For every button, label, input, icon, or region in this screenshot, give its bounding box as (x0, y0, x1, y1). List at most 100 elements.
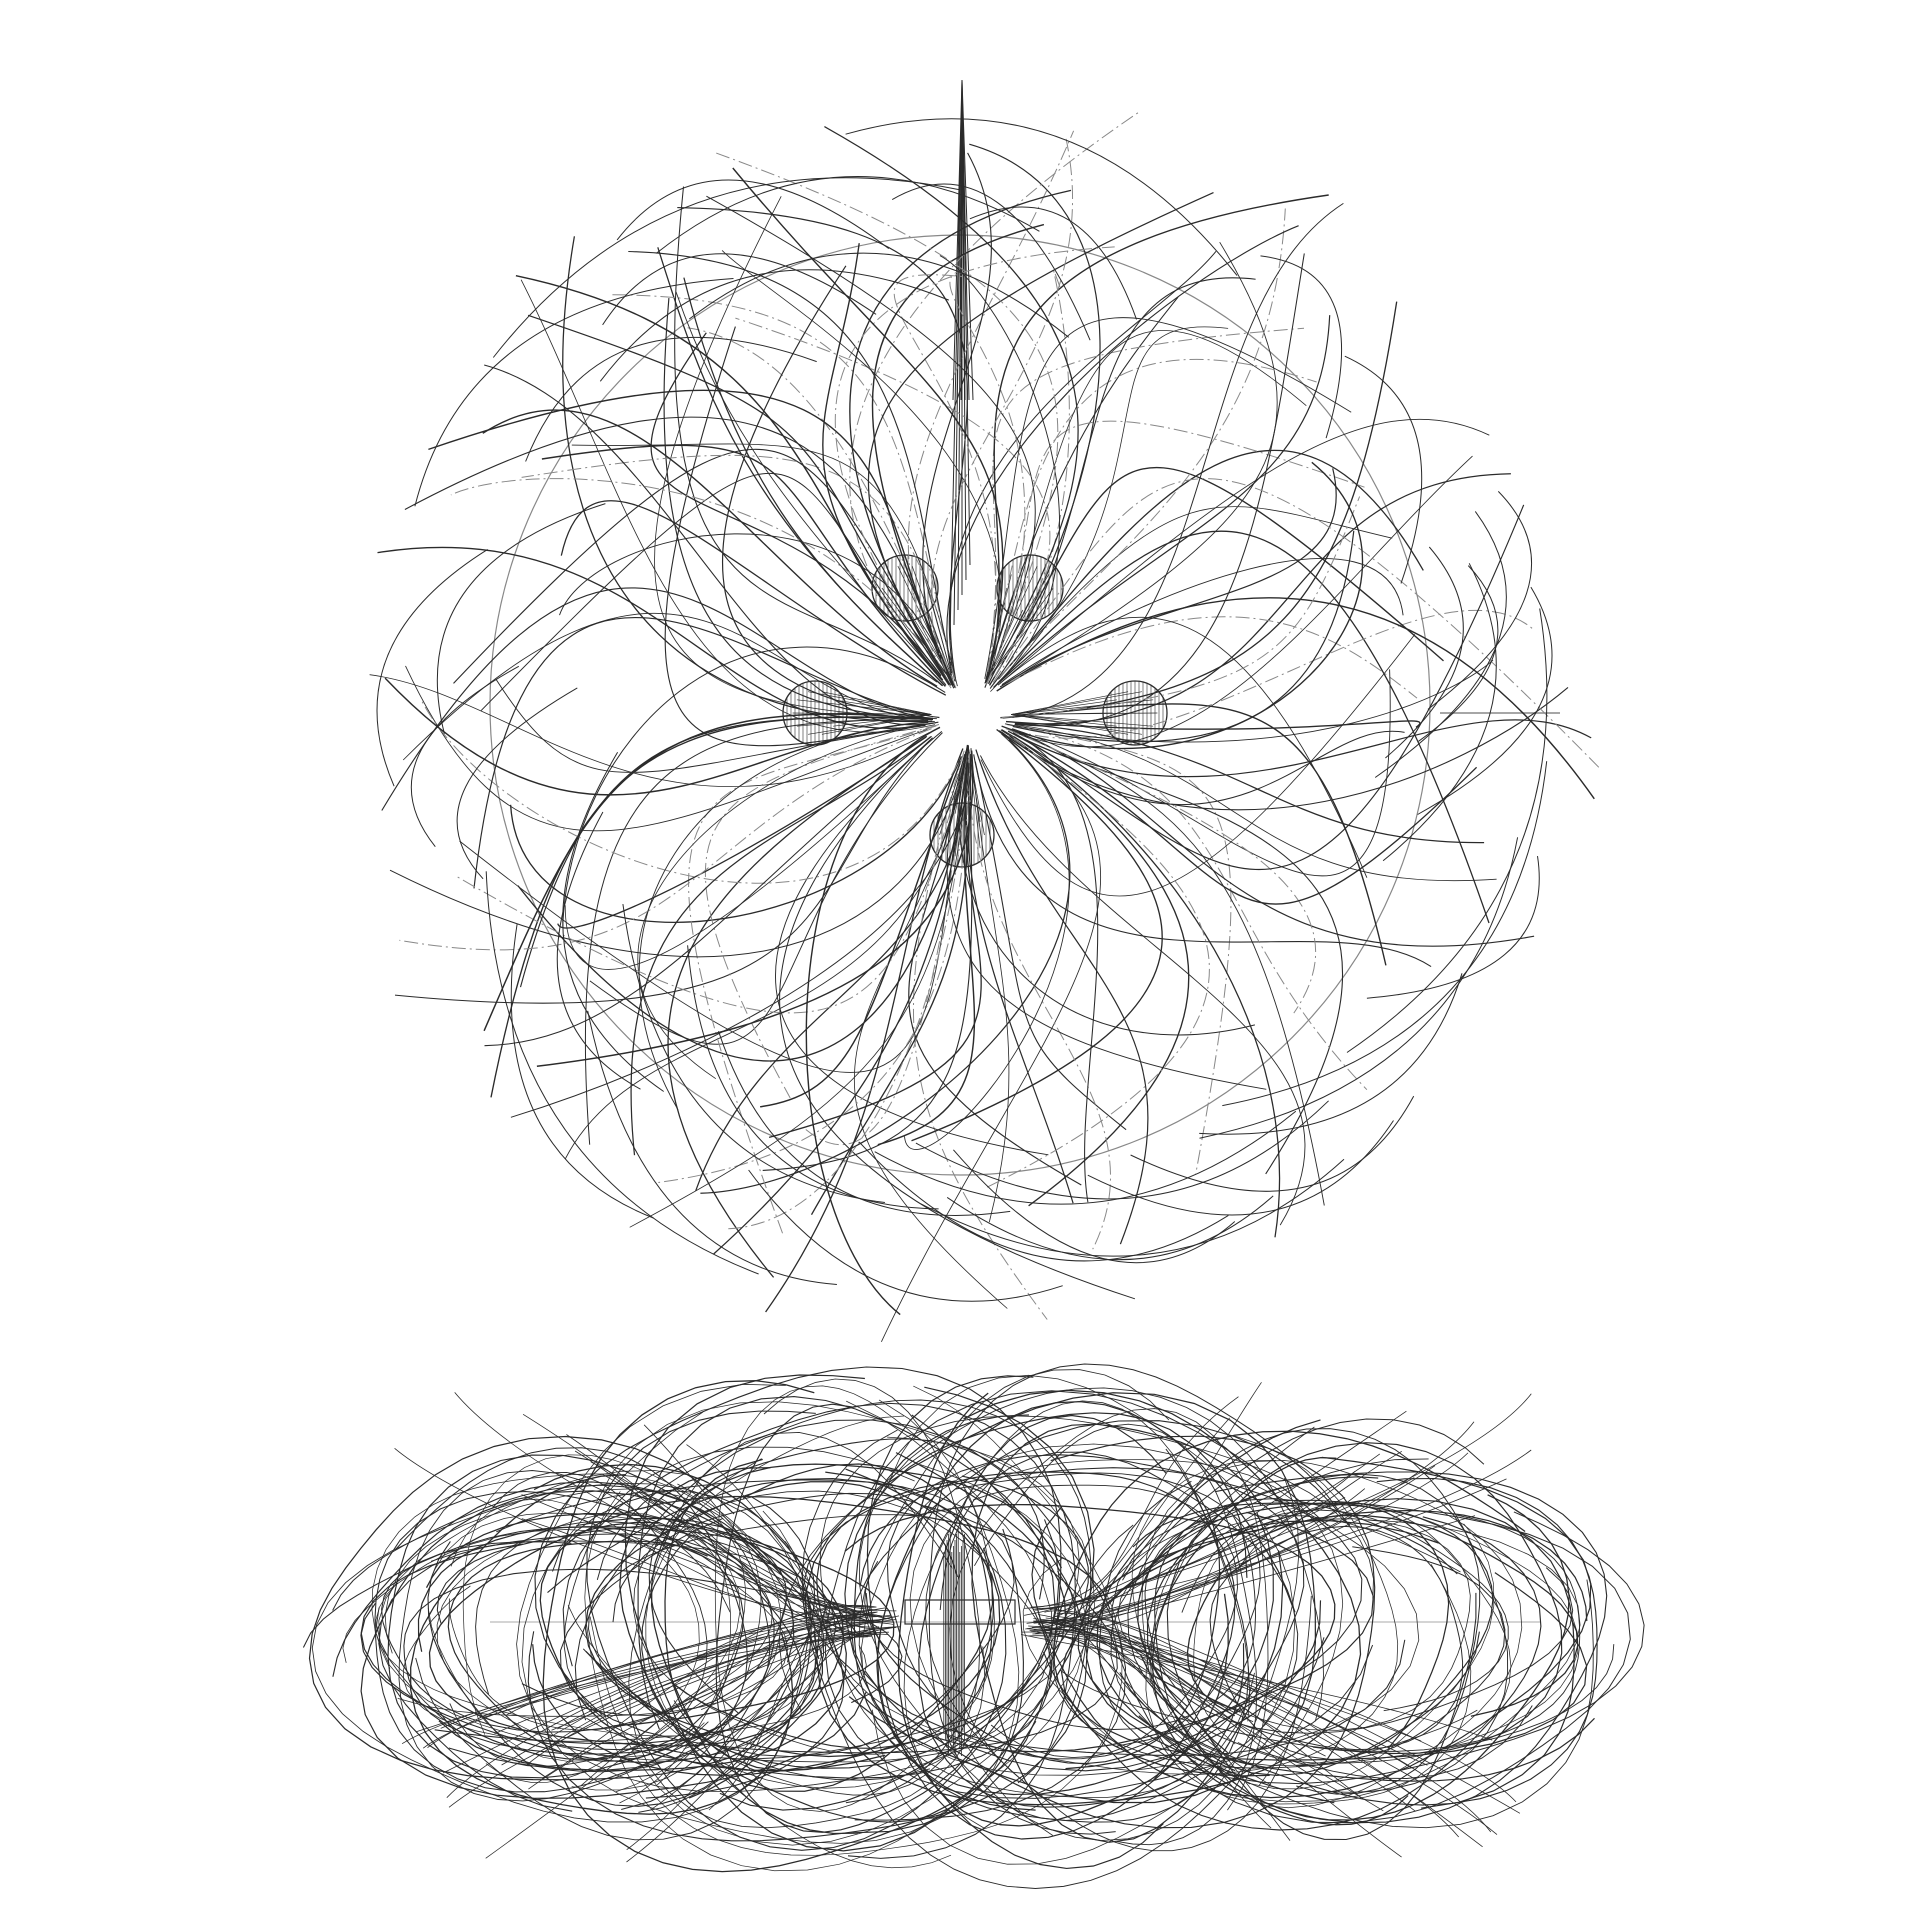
plan-field-line (968, 757, 1111, 1250)
elevation-converging-line (1034, 1488, 1366, 1622)
elevation-converging-line (643, 1424, 866, 1638)
plan-outer-arc (556, 811, 641, 1090)
elevation-field-loop (909, 1459, 1344, 1836)
disc-ray-line (1011, 714, 1154, 727)
plan-field-line (969, 143, 1101, 677)
plan-field-line (473, 617, 940, 889)
elevation-converging-line (482, 1619, 897, 1718)
plan-view-radial-field (369, 79, 1600, 1342)
elevation-converging-line (1048, 1450, 1403, 1631)
plan-field-line (1001, 730, 1405, 806)
plan-field-line (520, 279, 936, 733)
plan-field-line (560, 500, 947, 696)
elevation-field-loop (876, 1400, 1296, 1811)
elevation-converging-line (1059, 1624, 1498, 1835)
elevation-converging-line (570, 1515, 873, 1637)
plan-field-line (775, 731, 1049, 1156)
plan-field-line (584, 719, 929, 1145)
elevation-field-loop (1193, 1502, 1579, 1756)
plan-field-line (1002, 241, 1278, 686)
elevation-field-loop (1132, 1502, 1494, 1767)
elevation-field-loop (648, 1438, 1045, 1715)
elevation-converging-line (1044, 1610, 1521, 1814)
plan-field-line (482, 409, 938, 687)
elevation-converging-line (454, 1392, 893, 1618)
plan-field-line (810, 753, 971, 1216)
elevation-field-loop (427, 1496, 816, 1807)
disc-ray-line (1011, 699, 1117, 715)
plan-field-line (483, 713, 924, 1032)
plan-field-line (877, 753, 976, 1146)
plan-field-line (695, 763, 970, 1192)
elevation-field-loop (567, 1436, 1080, 1789)
elevation-field-loop (586, 1410, 1060, 1851)
elevation-field-loop (871, 1374, 1296, 1865)
elevation-field-loop (925, 1516, 1312, 1852)
elevation-field-loop (428, 1521, 824, 1747)
disc-ray-line (1011, 714, 1117, 727)
elevation-converging-line (1037, 1614, 1222, 1755)
plan-field-line (946, 225, 1299, 674)
elevation-converging-line (1054, 1477, 1415, 1636)
elevation-field-loop (624, 1374, 1095, 1852)
plan-field-line (1013, 733, 1343, 1175)
elevation-field-loop (475, 1520, 825, 1813)
plan-field-line (664, 326, 939, 747)
elevation-field-loop (438, 1463, 847, 1771)
elevation-field-loop (1096, 1419, 1595, 1782)
plan-field-line (1014, 722, 1485, 844)
elevation-converging-line (613, 1507, 883, 1618)
elevation-field-loop (1031, 1456, 1592, 1799)
elevation-converging-line (394, 1447, 890, 1621)
elevation-field-loop (542, 1380, 1037, 1873)
elevation-field-loop (853, 1414, 1322, 1796)
plan-outer-arc (1346, 608, 1548, 1053)
plan-field-line (975, 749, 1149, 1245)
elevation-field-loop (840, 1435, 1399, 1775)
elevation-converging-line (1045, 1628, 1272, 1829)
elevation-field-loop (552, 1479, 1015, 1758)
disc-ray-line (1011, 714, 1142, 735)
plan-field-line (484, 735, 932, 1047)
elevation-converging-line (521, 1518, 875, 1628)
disc-ray-line (984, 609, 1038, 684)
plan-outer-arc (1344, 355, 1423, 584)
elevation-field-loop (953, 1472, 1261, 1760)
elevation-converging-line (1035, 1449, 1532, 1611)
elevation-field-loop (1110, 1458, 1594, 1829)
plan-field-line (1007, 730, 1478, 905)
plan-field-line (822, 243, 944, 681)
plan-field-line (453, 448, 952, 686)
plan-field-line (638, 720, 935, 1111)
elevation-field-loop (844, 1412, 1248, 1869)
elevation-converging-line (427, 1613, 872, 1749)
elevation-field-loop (864, 1516, 1256, 1730)
plan-field-line (630, 736, 932, 1156)
elevation-field-loop (394, 1447, 748, 1773)
elevation-converging-line (442, 1616, 861, 1774)
plan-field-line (988, 359, 1317, 674)
elevation-field-loop (886, 1454, 1363, 1747)
elevation-field-loop (574, 1419, 1127, 1821)
plan-field-line (658, 753, 971, 1183)
plan-field-line (557, 736, 927, 929)
plan-field-line (1008, 724, 1368, 1091)
plan-field-line (999, 468, 1337, 688)
plan-field-line (677, 207, 968, 679)
plan-field-line (946, 754, 1267, 1090)
plan-outer-arc (456, 687, 578, 880)
plan-field-line (706, 195, 1036, 688)
plan-outer-arc (599, 269, 949, 382)
elevation-converging-line (446, 1622, 894, 1798)
elevation-field-loop (949, 1408, 1269, 1811)
plan-outer-arc (688, 252, 1070, 338)
elevation-field-loop (360, 1490, 867, 1799)
plan-outer-arc (1199, 973, 1463, 1135)
elevation-field-loop (1141, 1460, 1523, 1809)
plan-field-line (484, 364, 925, 726)
elevation-converging-line (479, 1609, 878, 1718)
plan-field-line (1000, 208, 1286, 677)
plan-field-line (663, 298, 932, 721)
elevation-field-loop (449, 1471, 708, 1767)
elevation-field-loop (1111, 1499, 1631, 1824)
